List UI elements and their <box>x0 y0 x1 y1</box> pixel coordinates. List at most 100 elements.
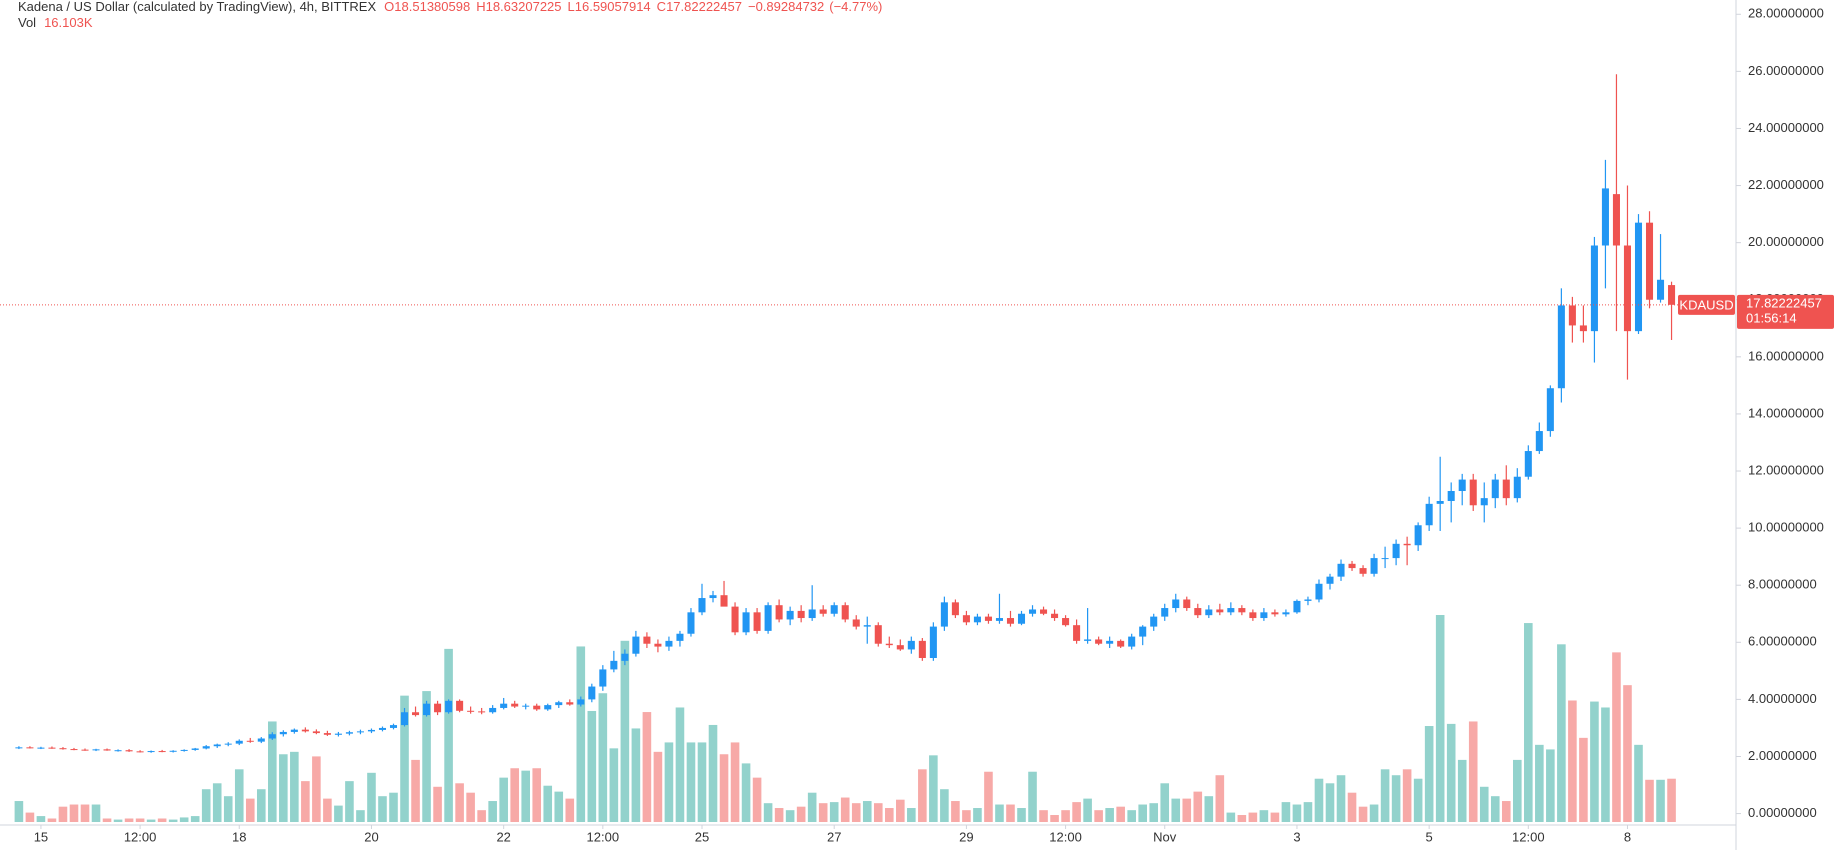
volume-bar <box>400 695 409 822</box>
volume-bar <box>422 691 431 822</box>
candle-body <box>1216 609 1224 613</box>
volume-bar <box>135 818 145 822</box>
volume-bar <box>1325 783 1335 822</box>
candle-body <box>1150 616 1158 627</box>
volume-bar <box>708 724 718 822</box>
price-box <box>1737 294 1834 329</box>
volume-bar <box>1667 778 1676 822</box>
candle-body <box>588 686 596 700</box>
y-tick-label: 10.00000000 <box>1748 520 1824 535</box>
volume-bar <box>1369 804 1379 822</box>
volume-bar <box>80 804 90 822</box>
candle-body <box>290 729 298 732</box>
volume-bar <box>356 810 365 822</box>
candle-body <box>698 598 706 613</box>
candle-body <box>1117 640 1125 647</box>
candle-body <box>312 731 320 734</box>
candle-body <box>852 619 860 627</box>
volume-bar <box>752 777 762 822</box>
volume-bar <box>1039 810 1048 822</box>
candle-body <box>136 751 144 753</box>
symbol-label: KDAUSD <box>1679 297 1733 312</box>
candle-body <box>1139 626 1147 637</box>
candle-body <box>665 640 673 647</box>
candle-body <box>973 616 981 623</box>
volume-bar <box>1083 798 1092 822</box>
volume-bar <box>334 805 343 822</box>
volume-bar <box>829 802 839 822</box>
volume-name: Vol <box>18 15 36 30</box>
x-tick-label: Nov <box>1153 829 1177 844</box>
candle-body <box>114 750 122 752</box>
candle-body <box>1006 618 1015 624</box>
candle-body <box>1480 498 1488 506</box>
candle-body <box>1194 608 1202 616</box>
candle-body <box>456 700 464 711</box>
candle-body <box>389 725 398 728</box>
x-tick-label: 25 <box>695 829 709 844</box>
y-tick-label: 0.00000000 <box>1748 805 1817 820</box>
candle-body <box>1172 599 1180 609</box>
y-tick-label: 4.00000000 <box>1748 691 1817 706</box>
volume-bar <box>47 818 57 822</box>
volume-bar <box>763 803 773 822</box>
volume-bar <box>58 806 68 822</box>
volume-bar <box>907 808 916 822</box>
volume-bar <box>1006 804 1015 822</box>
volume-bar <box>1457 759 1467 822</box>
volume-bar <box>1281 802 1291 822</box>
volume-bar <box>477 810 486 822</box>
volume-bar <box>940 789 949 822</box>
volume-bar <box>245 798 255 822</box>
volume-bar <box>554 791 564 822</box>
volume-bar <box>1292 804 1302 822</box>
x-tick-label: 20 <box>364 829 378 844</box>
volume-bar <box>719 754 729 822</box>
close-letter: C <box>657 0 666 14</box>
volume-bar <box>1138 804 1147 822</box>
candle-body <box>268 734 276 739</box>
volume-bar <box>1314 778 1324 822</box>
volume-bar <box>1634 744 1643 822</box>
volume-bar <box>1535 744 1544 822</box>
candle-body <box>235 740 243 744</box>
volume-bar <box>862 801 872 822</box>
candle-body <box>896 645 904 650</box>
volume-bar <box>918 769 927 822</box>
candle-body <box>81 749 89 751</box>
candle-body <box>1557 305 1565 389</box>
candle-body <box>1205 609 1213 616</box>
volume-bar <box>1149 803 1159 822</box>
y-tick-label: 22.00000000 <box>1748 177 1824 192</box>
candle-body <box>1282 612 1290 615</box>
candle-body <box>1073 625 1081 641</box>
candle-body <box>544 705 552 710</box>
candle-body <box>1634 222 1643 332</box>
candle-body <box>301 729 309 732</box>
candle-body <box>48 747 56 749</box>
candle-body <box>1315 583 1323 600</box>
low-letter: L <box>568 0 575 14</box>
volume-bar <box>1413 778 1423 822</box>
candle-body <box>500 703 508 708</box>
volume-bar <box>499 777 508 822</box>
candle-body <box>1348 563 1356 569</box>
candle-body <box>1183 599 1191 609</box>
change-percent: (−4.77%) <box>829 0 882 14</box>
volume-bar <box>1259 810 1269 822</box>
volume-bar <box>1050 815 1059 822</box>
volume-bar <box>488 801 497 822</box>
candle-body <box>610 660 618 670</box>
candle-body <box>984 616 992 621</box>
volume-bar <box>807 792 817 822</box>
candle-body <box>1535 431 1543 452</box>
volume-bar <box>973 808 982 822</box>
candle-body <box>191 748 199 750</box>
candle-body <box>1502 479 1510 499</box>
volume-bar <box>1182 798 1192 822</box>
volume-bar <box>576 646 586 822</box>
volume-bar <box>1546 749 1555 822</box>
candle-body <box>907 640 915 650</box>
volume-bar <box>345 781 354 822</box>
